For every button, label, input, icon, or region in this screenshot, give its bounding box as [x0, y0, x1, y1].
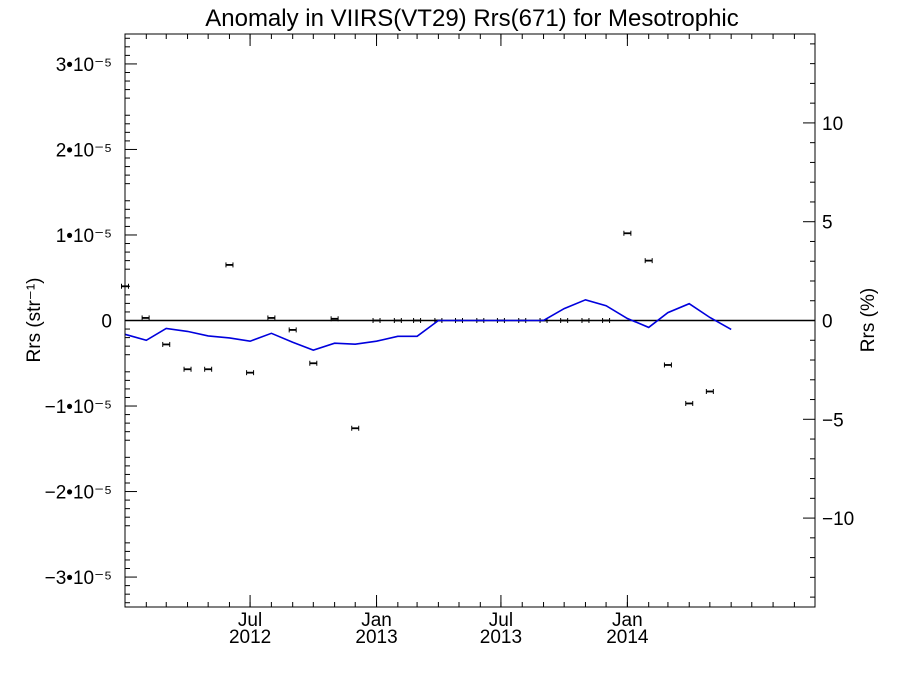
- data-point-errorbar: [560, 318, 569, 323]
- x-tick-month-label: Jan: [612, 610, 643, 631]
- data-point-errorbar: [288, 327, 297, 333]
- right-axis-label: Rrs (%): [858, 288, 879, 352]
- left-axis-label: Rrs (str⁻¹): [24, 278, 45, 363]
- left-tick-label: 1•10⁻⁵: [56, 226, 112, 247]
- data-point-errorbar: [162, 341, 171, 347]
- left-tick-label: 2•10⁻⁵: [56, 140, 112, 161]
- right-tick-label: 0: [822, 312, 833, 333]
- data-point-errorbar: [623, 230, 632, 236]
- plot-frame: [124, 33, 816, 608]
- data-point-errorbar: [183, 366, 192, 372]
- x-tick-month-label: Jul: [489, 610, 513, 631]
- right-tick-label: 5: [822, 213, 833, 234]
- data-point-errorbar: [330, 316, 339, 322]
- left-tick-label: 0: [101, 312, 112, 333]
- data-point-errorbar: [351, 425, 360, 431]
- data-point-errorbar: [246, 370, 255, 376]
- tick-marks: 3•10⁻⁵ 2•10⁻⁵ 1•10⁻⁵ 0 −1•10⁻⁵ −2•10⁻⁵ −3•10⁻⁵…: [45, 34, 854, 648]
- x-tick-year-label: 2014: [606, 627, 649, 648]
- chart-title: Anomaly in VIIRS(VT29) Rrs(671) for Meso…: [205, 5, 739, 32]
- right-tick-label: −10: [822, 509, 854, 530]
- left-tick-label: −3•10⁻⁵: [45, 568, 112, 589]
- percent-anomaly-line: [124, 298, 732, 351]
- data-point-errorbar: [309, 360, 318, 366]
- data-point-errorbar: [267, 315, 276, 321]
- data-point-errorbar: [141, 315, 150, 321]
- plot-series: [121, 230, 732, 431]
- data-point-errorbar: [393, 318, 402, 323]
- data-point-errorbar: [204, 366, 213, 372]
- data-point-errorbar: [602, 318, 611, 323]
- right-tick-label: 10: [822, 114, 843, 135]
- x-tick-year-label: 2012: [229, 627, 271, 648]
- data-point-errorbar: [413, 318, 422, 323]
- data-point-errorbar: [663, 362, 672, 368]
- x-tick-month-label: Jul: [238, 610, 262, 631]
- data-point-errorbar: [705, 388, 714, 394]
- data-point-errorbar: [644, 258, 653, 264]
- data-point-errorbar: [372, 318, 381, 323]
- x-tick-year-label: 2013: [355, 627, 397, 648]
- left-tick-label: 3•10⁻⁵: [56, 55, 112, 76]
- x-tick-month-label: Jan: [361, 610, 392, 631]
- left-tick-label: −2•10⁻⁵: [45, 483, 112, 504]
- left-tick-label: −1•10⁻⁵: [45, 397, 112, 418]
- data-point-errorbar: [581, 318, 590, 323]
- data-point-errorbar: [685, 400, 694, 406]
- data-point-errorbar: [225, 262, 234, 268]
- right-tick-label: −5: [822, 410, 844, 431]
- x-tick-year-label: 2013: [480, 627, 522, 648]
